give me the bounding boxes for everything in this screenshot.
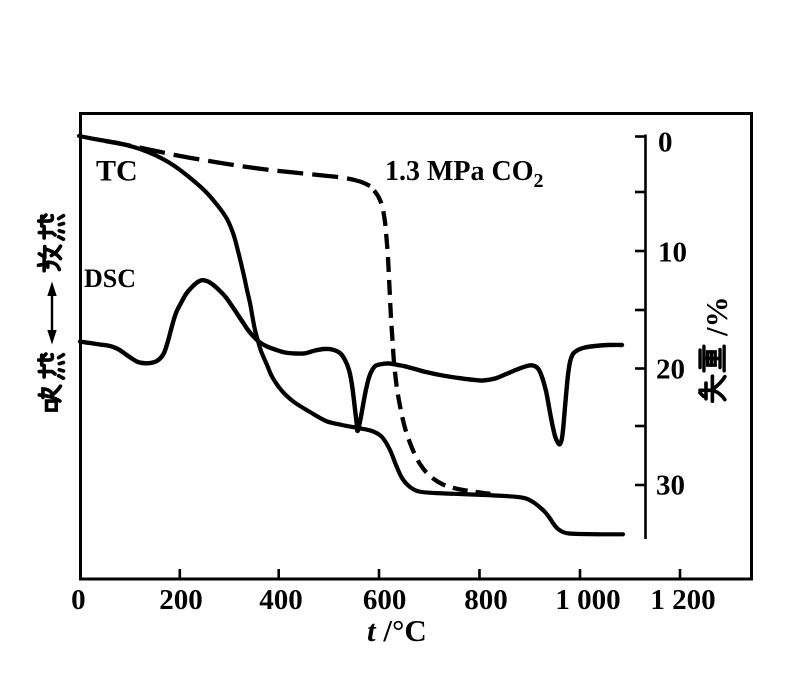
svg-text:/%: /% (699, 296, 734, 337)
svg-text:t /°C: t /°C (367, 613, 427, 648)
svg-text:200: 200 (159, 584, 203, 616)
svg-text:10: 10 (658, 237, 687, 269)
svg-text:600: 600 (363, 584, 407, 616)
svg-text:1 200: 1 200 (650, 584, 715, 616)
svg-text:DSC: DSC (84, 264, 136, 293)
svg-text:1 000: 1 000 (555, 584, 620, 616)
svg-text:0: 0 (71, 584, 86, 616)
svg-text:TC: TC (96, 155, 138, 188)
svg-text:0: 0 (658, 127, 673, 159)
svg-text:20: 20 (656, 354, 685, 386)
svg-text:30: 30 (656, 470, 685, 502)
svg-text:800: 800 (464, 584, 508, 616)
svg-text:400: 400 (259, 584, 303, 616)
svg-text:1.3 MPa CO2: 1.3 MPa CO2 (385, 156, 544, 192)
